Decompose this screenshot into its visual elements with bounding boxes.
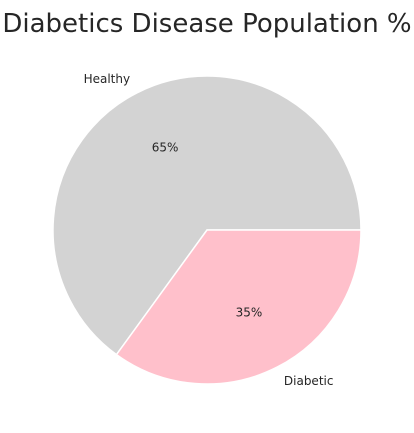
percent-label-diabetic: 35% (236, 305, 263, 319)
slice-label-diabetic: Diabetic (284, 374, 334, 388)
slice-label-healthy: Healthy (84, 72, 131, 86)
pie-slice-healthy (52, 75, 362, 356)
pie-slice-diabetic (115, 229, 362, 385)
chart-title: Diabetics Disease Population % (2, 9, 411, 39)
pie: Healthy 65% Diabetic 35% (52, 72, 362, 388)
percent-label-healthy: 65% (152, 141, 179, 155)
